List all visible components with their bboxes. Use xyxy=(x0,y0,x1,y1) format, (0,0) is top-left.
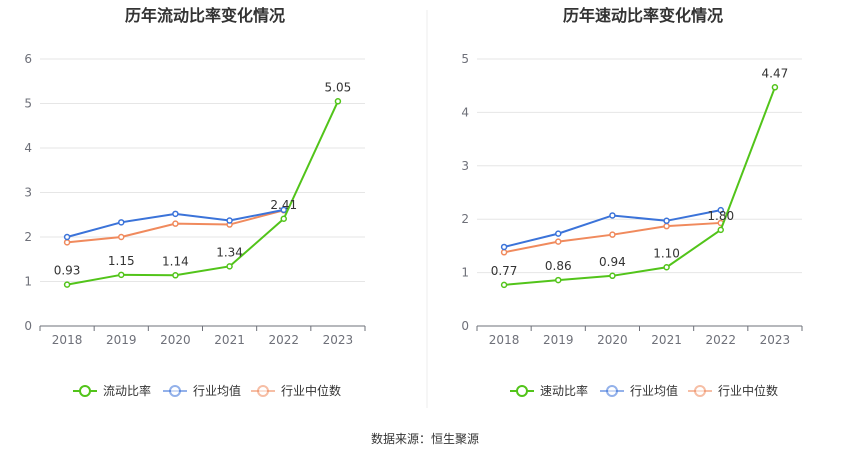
data-point xyxy=(63,239,71,246)
y-tick-label: 5 xyxy=(461,52,469,66)
data-point xyxy=(663,217,670,225)
x-tick-label: 2018 xyxy=(489,333,520,347)
legend-swatch-marker xyxy=(516,385,528,397)
data-point xyxy=(334,98,342,105)
data-point xyxy=(555,230,562,237)
series-line xyxy=(503,86,776,286)
data-point xyxy=(63,233,71,241)
x-tick-label: 2021 xyxy=(214,333,245,347)
y-tick-label: 5 xyxy=(24,97,32,111)
y-tick-label: 2 xyxy=(24,230,32,244)
chart-title: 历年流动比率变化情况 xyxy=(125,6,285,25)
data-label: 5.05 xyxy=(325,80,352,94)
legend-label: 行业均值 xyxy=(630,383,678,398)
data-point xyxy=(500,281,508,289)
legend-label: 行业中位数 xyxy=(281,383,341,398)
data-point xyxy=(663,222,670,230)
data-point xyxy=(172,210,179,218)
x-tick-label: 2018 xyxy=(52,333,83,347)
data-label: 2.41 xyxy=(270,198,297,212)
x-tick-label: 2021 xyxy=(651,333,682,347)
data-point xyxy=(555,238,562,245)
data-point xyxy=(118,233,125,241)
data-point xyxy=(118,271,125,279)
y-tick-label: 3 xyxy=(461,159,469,173)
legend-label: 行业中位数 xyxy=(718,383,778,398)
legend-swatch-marker xyxy=(606,385,618,397)
data-label: 0.86 xyxy=(545,259,572,273)
quick-ratio-chart: 历年速动比率变化情况 0 1 2 3 4 5 2018 2019 2020 2021 2022 2023… xyxy=(461,6,803,398)
data-point xyxy=(280,215,287,223)
y-tick-label: 4 xyxy=(461,105,469,119)
data-label: 1.80 xyxy=(707,209,734,223)
y-tick-label: 0 xyxy=(24,319,32,333)
legend-swatch-marker xyxy=(257,385,269,397)
y-tick-label: 2 xyxy=(461,212,469,226)
data-label: 0.93 xyxy=(54,264,81,278)
data-point xyxy=(609,272,616,280)
data-point xyxy=(226,263,233,270)
data-label: 1.15 xyxy=(108,254,135,268)
y-tick-label: 1 xyxy=(461,266,469,280)
x-tick-label: 2019 xyxy=(106,333,137,347)
legend-swatch-marker xyxy=(694,385,706,397)
data-point xyxy=(280,206,287,214)
x-tick-label: 2023 xyxy=(323,333,354,347)
data-point xyxy=(555,276,562,284)
data-label: 1.14 xyxy=(162,254,189,268)
x-tick-label: 2020 xyxy=(160,333,191,347)
x-tick-label: 2022 xyxy=(268,333,299,347)
data-source-label: 数据来源：恒生聚源 xyxy=(371,431,479,446)
data-point xyxy=(226,217,233,224)
data-point xyxy=(717,206,724,214)
data-point xyxy=(609,231,616,238)
x-tick-label: 2022 xyxy=(705,333,736,347)
data-point xyxy=(172,272,179,279)
y-tick-label: 1 xyxy=(24,275,32,289)
data-label: 0.94 xyxy=(599,255,626,269)
y-tick-label: 0 xyxy=(461,319,469,333)
chart-title: 历年速动比率变化情况 xyxy=(563,6,723,25)
x-tick-label: 2023 xyxy=(760,333,791,347)
data-point xyxy=(118,219,125,226)
y-tick-label: 3 xyxy=(24,186,32,200)
legend-label: 速动比率 xyxy=(540,383,588,398)
y-tick-label: 6 xyxy=(24,52,32,66)
data-point xyxy=(172,220,179,227)
data-label: 1.10 xyxy=(653,246,680,260)
legend-label: 流动比率 xyxy=(103,383,151,398)
legend-label: 行业均值 xyxy=(193,383,241,398)
data-point xyxy=(663,264,670,271)
legend-swatch-marker xyxy=(79,385,91,397)
data-point xyxy=(609,212,616,219)
x-tick-label: 2020 xyxy=(597,333,628,347)
current-ratio-chart: 历年流动比率变化情况 0 1 2 3 4 5 6 2018 2019 2020 2021 2022 202… xyxy=(24,6,366,398)
y-tick-label: 4 xyxy=(24,141,32,155)
data-point xyxy=(500,249,508,256)
series-line xyxy=(66,100,339,286)
data-label: 4.47 xyxy=(762,66,789,80)
data-label: 0.77 xyxy=(491,264,518,278)
data-point xyxy=(63,281,71,288)
data-point xyxy=(717,226,724,234)
data-label: 1.34 xyxy=(216,245,243,259)
data-point xyxy=(500,243,508,251)
legend-swatch-marker xyxy=(169,385,181,397)
data-point xyxy=(771,84,779,91)
x-tick-label: 2019 xyxy=(543,333,574,347)
